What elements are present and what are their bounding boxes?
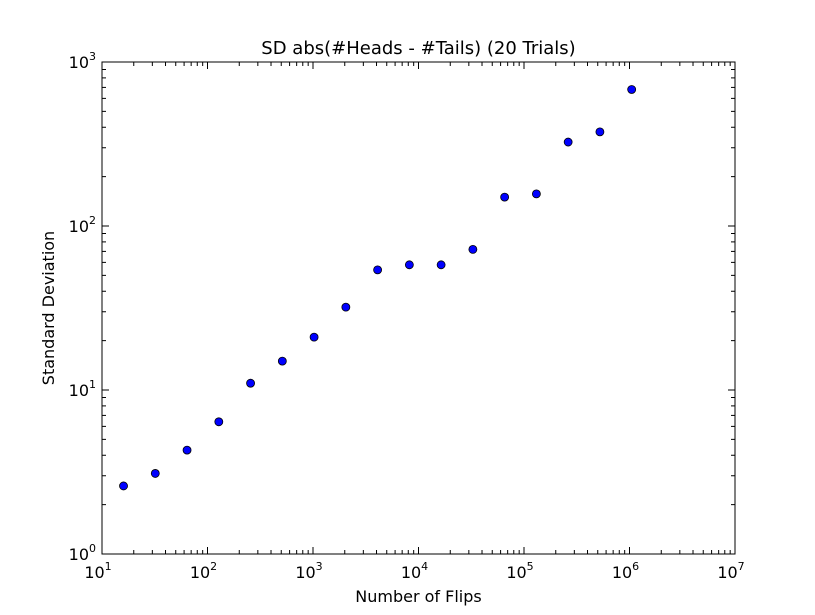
data-point xyxy=(246,378,255,388)
y-tick-label: 103 xyxy=(69,50,96,72)
data-point xyxy=(595,127,605,137)
data-point xyxy=(404,260,414,270)
data-point xyxy=(436,260,446,270)
data-point xyxy=(341,302,351,312)
chart-title: SD abs(#Heads - #Tails) (20 Trials) xyxy=(261,38,575,59)
data-point xyxy=(532,189,541,199)
data-points xyxy=(119,85,637,491)
data-point xyxy=(119,481,128,491)
x-tick-label: 105 xyxy=(506,560,533,582)
x-tick-label: 104 xyxy=(401,560,428,582)
data-point xyxy=(500,192,510,202)
x-tick-labels: 101 102 103 104 105 106 107 xyxy=(84,560,744,582)
data-point xyxy=(563,137,573,147)
axes-frame xyxy=(101,61,736,555)
data-point xyxy=(373,265,383,275)
data-point xyxy=(150,469,160,478)
data-point xyxy=(627,85,637,94)
data-point xyxy=(182,445,192,455)
y-axis-label: Standard Deviation xyxy=(39,231,58,385)
x-tick-label: 102 xyxy=(190,560,217,582)
y-tick-labels: 100 101 102 103 xyxy=(69,50,96,564)
data-point xyxy=(468,244,478,254)
y-tick-label: 101 xyxy=(69,378,96,400)
data-point xyxy=(277,356,287,366)
y-tick-label: 100 xyxy=(69,542,96,564)
x-tick-label: 103 xyxy=(295,560,322,582)
x-axis-label: Number of Flips xyxy=(355,587,481,606)
minor-ticks xyxy=(102,62,735,554)
data-point xyxy=(309,332,319,342)
x-tick-label: 106 xyxy=(612,560,639,582)
x-tick-label: 101 xyxy=(84,560,111,582)
x-tick-label: 107 xyxy=(717,560,744,582)
y-tick-label: 102 xyxy=(69,214,96,236)
data-point xyxy=(214,417,224,427)
